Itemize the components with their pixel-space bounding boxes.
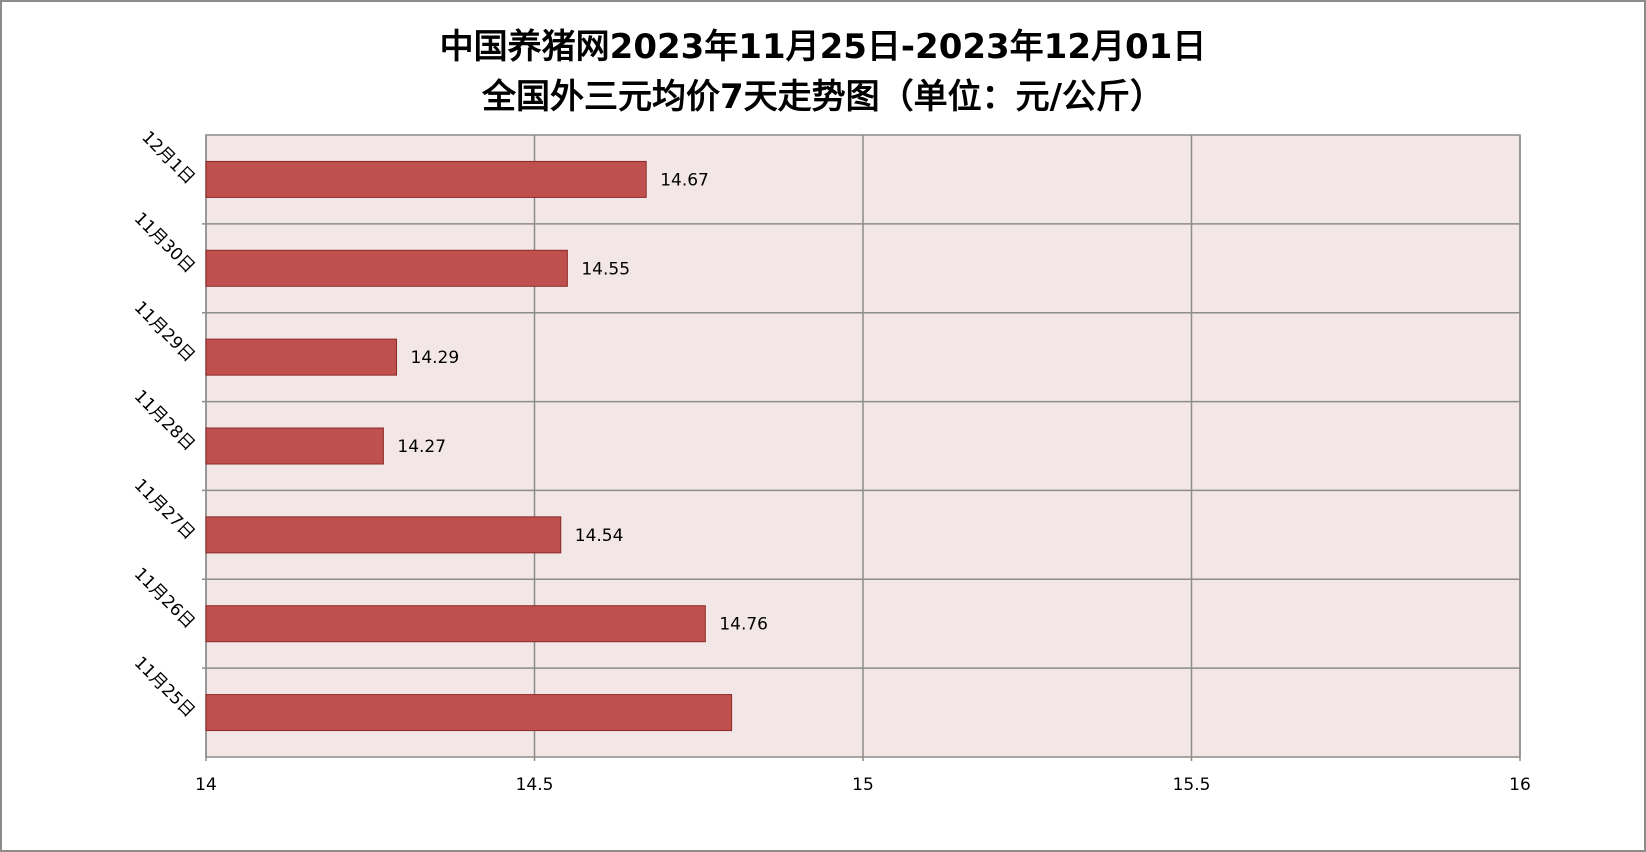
grid-lines — [202, 135, 1521, 761]
y-tick-label: 11月29日 — [130, 297, 199, 366]
y-tick-label: 11月30日 — [130, 209, 199, 278]
data-label: 14.29 — [411, 348, 460, 368]
y-tick-label: 12月1日 — [137, 127, 198, 188]
y-tick-label: 11月27日 — [130, 475, 199, 544]
bars — [205, 160, 733, 732]
data-label: 14.55 — [581, 259, 630, 279]
x-tick-label: 15.5 — [1173, 775, 1211, 795]
bar — [205, 160, 647, 198]
chart-title: 中国养猪网2023年11月25日-2023年12月01日 全国外三元均价7天走势… — [0, 22, 1646, 122]
data-label: 14.76 — [719, 615, 768, 635]
chart-title-line-2: 全国外三元均价7天走势图（单位：元/公斤） — [481, 77, 1165, 117]
y-tick-label: 11月26日 — [130, 564, 199, 633]
data-labels: 14.67 14.55 14.29 14.27 14.54 14.76 — [397, 170, 768, 634]
x-tick-label: 14 — [195, 775, 217, 795]
y-tick-label: 11月25日 — [130, 653, 199, 722]
data-label: 14.27 — [397, 437, 446, 457]
data-label: 14.67 — [660, 170, 709, 190]
bar — [205, 249, 568, 287]
bar — [205, 338, 398, 376]
x-tick-label: 15 — [852, 775, 874, 795]
y-axis-tick-labels: 12月1日 11月30日 11月29日 11月28日 11月27日 11月26日 11月25… — [130, 127, 199, 721]
bar — [205, 605, 706, 643]
x-tick-label: 14.5 — [516, 775, 554, 795]
bar — [205, 516, 562, 554]
y-tick-label: 11月28日 — [130, 386, 199, 455]
bar — [205, 694, 733, 732]
chart-title-line-1: 中国养猪网2023年11月25日-2023年12月01日 — [439, 27, 1207, 67]
x-tick-label: 16 — [1509, 775, 1531, 795]
data-label: 14.54 — [575, 526, 624, 546]
x-axis-tick-labels: 14 14.5 15 15.5 16 — [195, 775, 1531, 795]
bar — [205, 427, 384, 465]
